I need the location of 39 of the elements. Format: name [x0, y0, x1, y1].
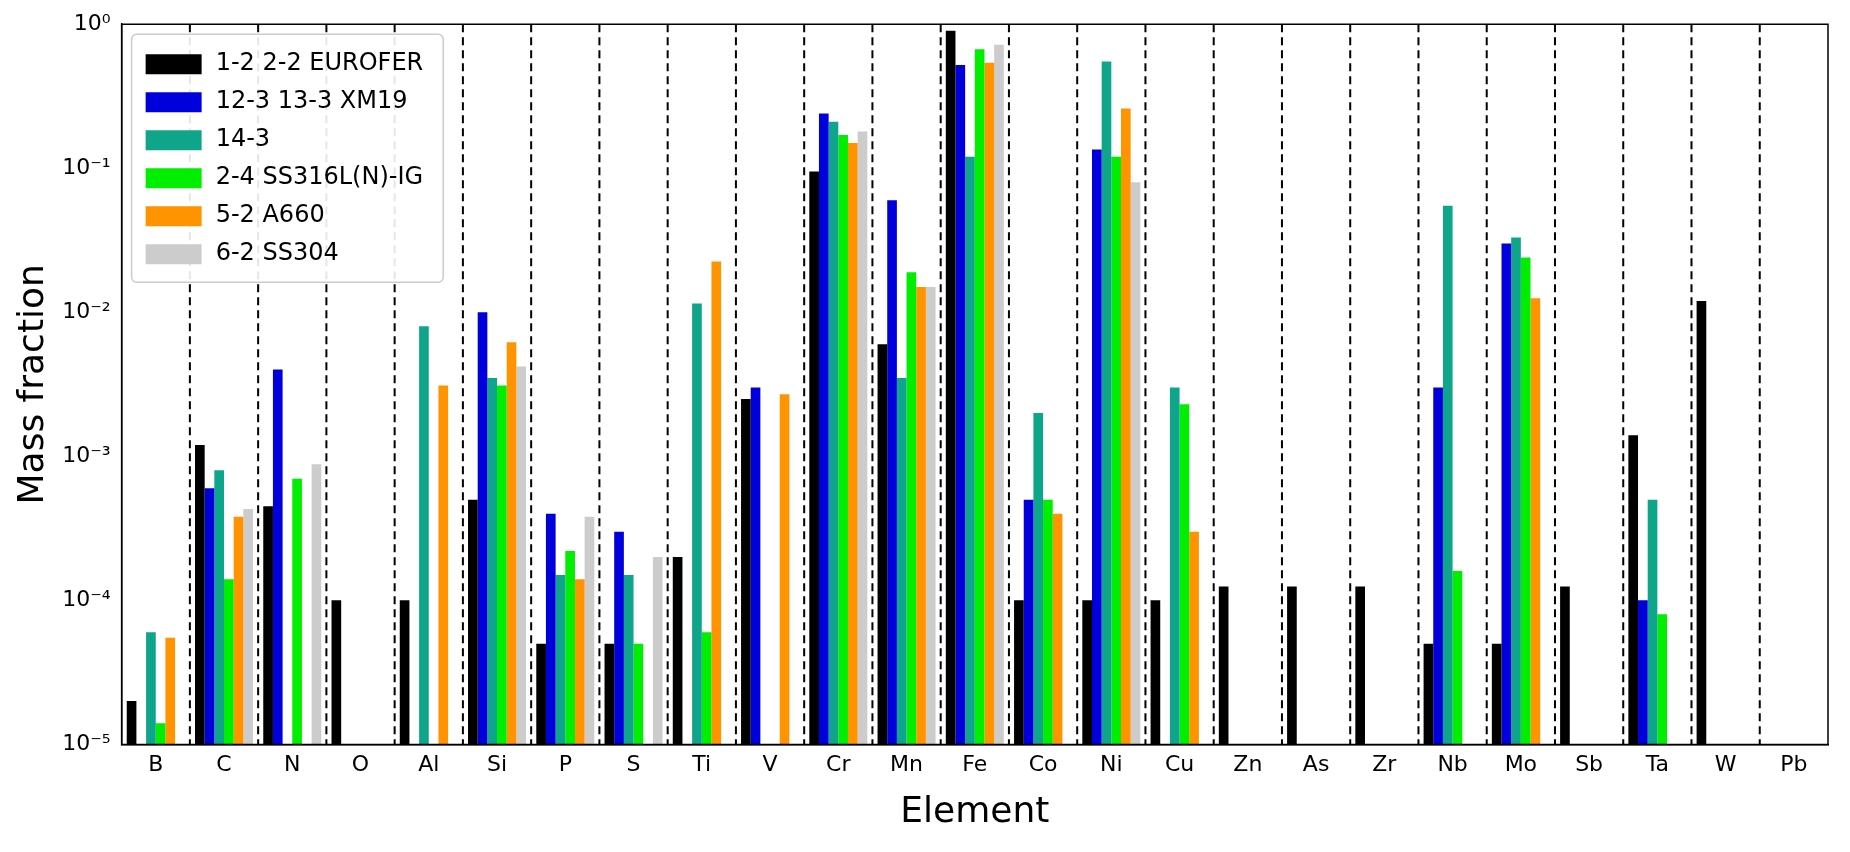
x-tick-label: As: [1302, 751, 1330, 777]
y-tick-label: 10⁻⁴: [62, 586, 111, 612]
x-tick-label: Sb: [1575, 751, 1604, 777]
legend-label: 2-4 SS316L(N)-IG: [215, 162, 424, 191]
y-tick-label: 10⁻⁵: [62, 730, 111, 756]
x-tick-label: Al: [418, 751, 440, 777]
legend-label: 12-3 13-3 XM19: [215, 86, 408, 115]
y-tick-label: 10⁻³: [62, 442, 111, 468]
x-tick-label: Cr: [826, 751, 852, 777]
x-tick-label: S: [626, 751, 641, 777]
x-tick-label: P: [558, 751, 572, 777]
x-tick-label: W: [1714, 751, 1737, 777]
y-tick-label: 10⁰: [73, 9, 111, 35]
x-tick-label: Ta: [1644, 751, 1669, 777]
x-tick-label: B: [148, 751, 164, 777]
y-tick-label: 10⁻¹: [62, 153, 111, 179]
x-tick-label: Nb: [1437, 751, 1468, 777]
x-tick-label: Mo: [1504, 751, 1538, 777]
x-tick-label: O: [351, 751, 370, 777]
x-tick-label: Pb: [1780, 751, 1808, 777]
x-tick-label: N: [284, 751, 301, 777]
x-tick-label: Co: [1028, 751, 1058, 777]
x-tick-label: Cu: [1164, 751, 1195, 777]
x-tick-label: Ni: [1100, 751, 1123, 777]
y-tick-label: 10⁻²: [62, 298, 111, 323]
x-tick-label: Zn: [1233, 751, 1263, 777]
legend-label: 6-2 SS304: [215, 238, 339, 267]
x-tick-label: Ti: [691, 751, 712, 777]
x-tick-label: C: [216, 751, 232, 777]
legend-label: 1-2 2-2 EUROFER: [215, 48, 424, 77]
x-axis-title: Element: [900, 788, 1050, 830]
x-tick-label: Zr: [1372, 751, 1398, 777]
legend-label: 5-2 A660: [215, 200, 325, 229]
x-tick-label: Mn: [890, 751, 924, 777]
x-tick-label: V: [762, 751, 778, 777]
x-tick-label: Fe: [962, 751, 988, 777]
y-axis-title: Mass fraction: [9, 264, 51, 505]
x-tick-label: Si: [486, 751, 508, 777]
legend-label: 14-3: [215, 124, 271, 153]
